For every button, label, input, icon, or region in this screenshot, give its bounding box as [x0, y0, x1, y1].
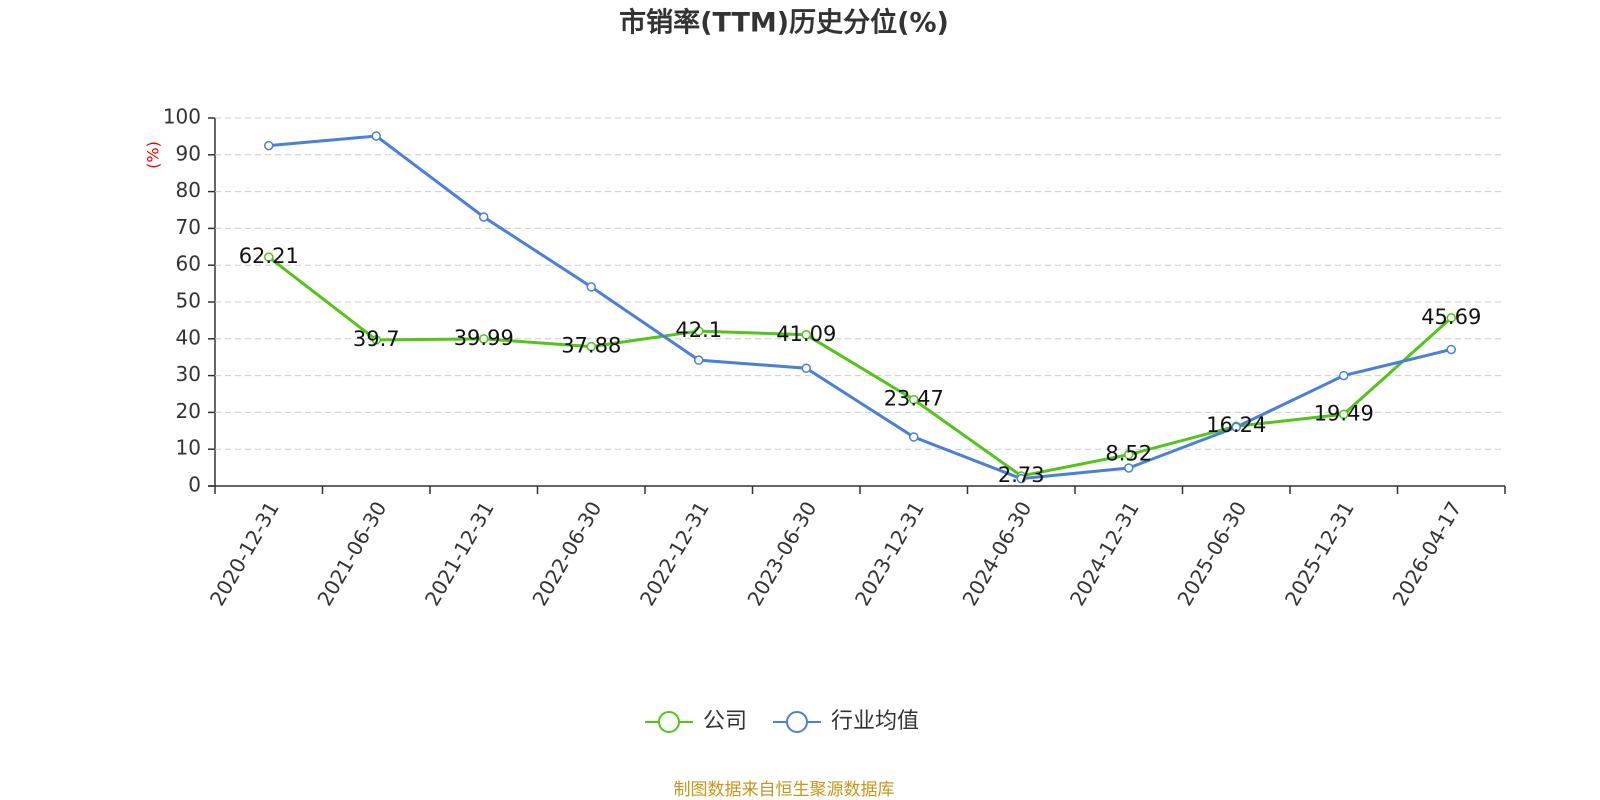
- x-tick-label: 2022-06-30: [527, 497, 606, 610]
- data-point: [371, 131, 381, 141]
- data-point: [371, 335, 381, 345]
- data-label: 16.24: [1206, 413, 1266, 437]
- y-tick-label: 20: [176, 399, 201, 423]
- data-point: [479, 212, 489, 222]
- data-point: [1446, 313, 1456, 323]
- x-tick-label: 2021-12-31: [420, 497, 499, 610]
- data-point: [1339, 370, 1349, 381]
- data-point: [801, 330, 811, 340]
- x-tick-label: 2026-04-17: [1387, 497, 1466, 610]
- legend-marker: [786, 711, 809, 733]
- x-tick-label: 2020-12-31: [205, 497, 284, 610]
- data-label: 37.88: [561, 334, 621, 358]
- x-tick-label: 2023-12-31: [850, 497, 929, 610]
- y-tick-label: 10: [176, 436, 201, 460]
- x-tick-label: 2025-12-31: [1280, 497, 1359, 610]
- y-tick-label: 50: [176, 289, 201, 313]
- y-tick-label: 0: [188, 473, 201, 497]
- x-tick-label: 2025-06-30: [1172, 497, 1251, 610]
- data-point: [479, 334, 489, 344]
- x-tick-label: 2021-06-30: [312, 497, 391, 610]
- data-label: 45.69: [1421, 305, 1481, 329]
- data-point: [1231, 422, 1241, 432]
- data-point: [1124, 449, 1134, 460]
- data-point: [909, 394, 919, 405]
- y-tick-label: 70: [176, 215, 201, 239]
- data-point: [586, 282, 596, 292]
- x-tick-label: 2024-06-30: [957, 497, 1036, 610]
- legend-label: 行业均值: [831, 709, 919, 734]
- data-point: [1124, 463, 1134, 473]
- chart-title: 市销率(TTM)历史分位(%): [619, 7, 949, 39]
- series-line: [268, 134, 1452, 481]
- data-point: [694, 326, 704, 336]
- data-label: 8.52: [1105, 442, 1152, 466]
- y-tick-label: 100: [163, 105, 201, 129]
- data-label: 42.1: [675, 318, 722, 342]
- data-point: [264, 140, 274, 151]
- data-point: [586, 341, 596, 352]
- x-tick-label: 2022-12-31: [635, 497, 714, 610]
- data-point: [801, 363, 811, 373]
- data-point: [264, 252, 274, 262]
- y-tick-label: 80: [176, 178, 201, 202]
- series-line: [267, 255, 1453, 478]
- x-tick-label: 2024-12-31: [1065, 497, 1144, 610]
- data-label: 39.99: [454, 326, 514, 350]
- legend-marker: [658, 711, 680, 733]
- data-point: [1339, 409, 1349, 420]
- y-tick-label: 90: [176, 141, 201, 165]
- data-point: [694, 355, 704, 365]
- y-axis-label: (%): [144, 141, 163, 169]
- x-tick-label: 2023-06-30: [742, 497, 821, 610]
- y-tick-label: 40: [176, 325, 201, 349]
- y-tick-label: 60: [176, 252, 201, 276]
- data-point: [909, 432, 919, 442]
- y-tick-label: 30: [176, 362, 201, 386]
- source-note: 制图数据来自恒生聚源数据库: [674, 780, 895, 800]
- data-point: [1016, 473, 1026, 484]
- data-label: 19.49: [1314, 401, 1374, 425]
- data-label: 39.7: [353, 327, 400, 351]
- data-label: 41.09: [776, 322, 836, 346]
- data-label: 23.47: [884, 387, 944, 411]
- data-label: 2.73: [998, 463, 1045, 487]
- legend-label: 公司: [703, 709, 747, 734]
- data-label: 62.21: [239, 244, 299, 268]
- data-point: [1446, 344, 1456, 355]
